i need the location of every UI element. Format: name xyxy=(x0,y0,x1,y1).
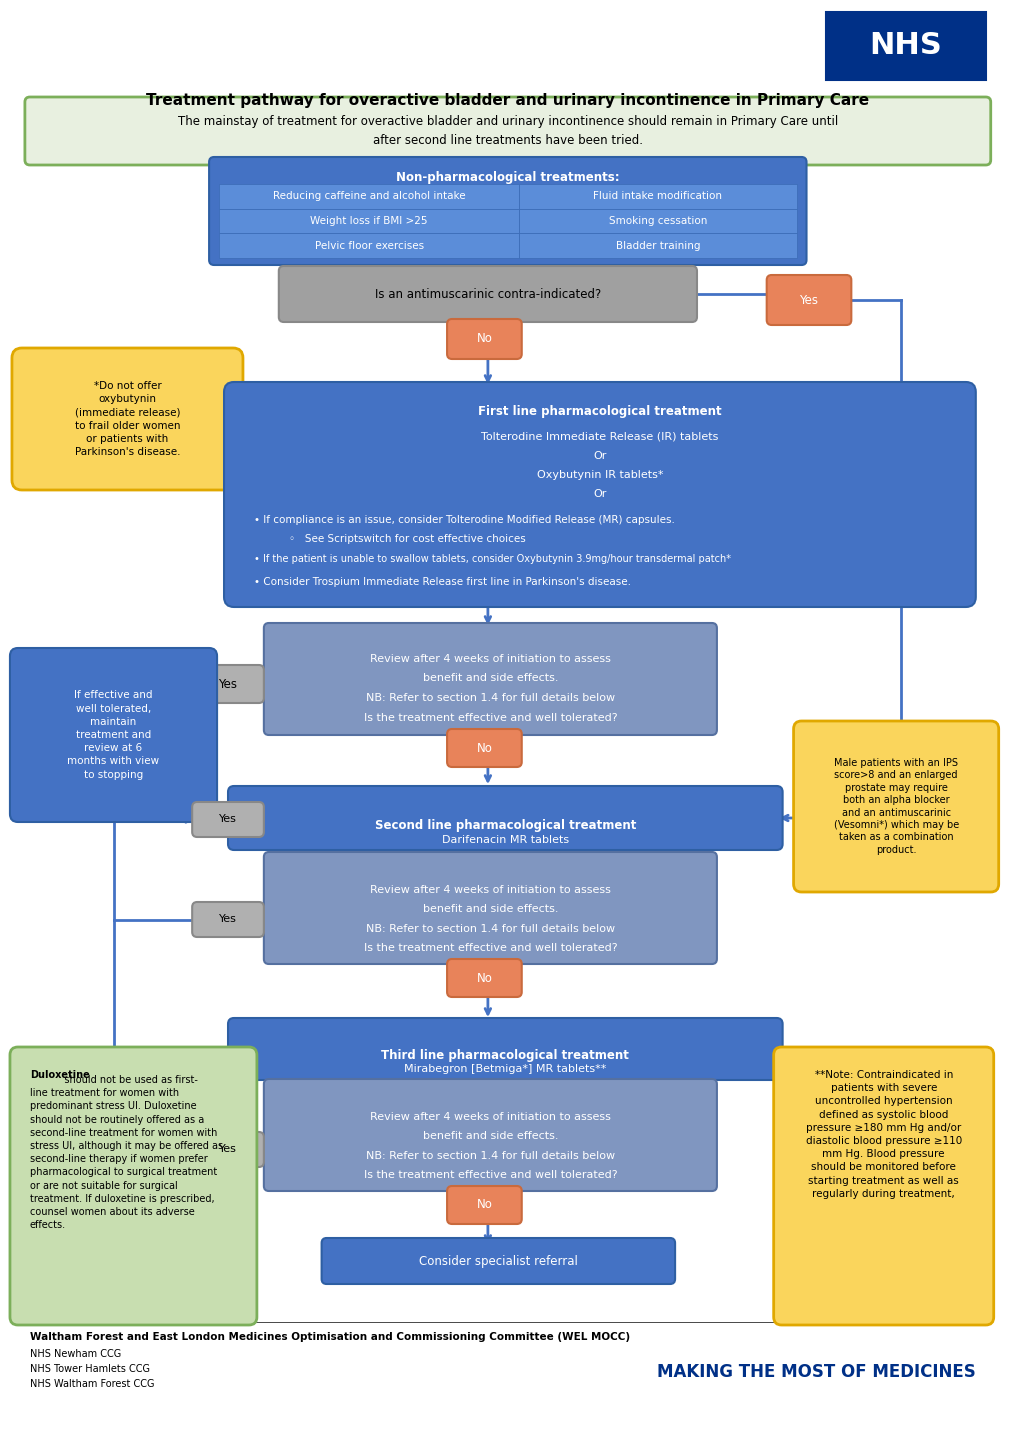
Text: No: No xyxy=(476,333,492,346)
Text: NB: Refer to section 1.4 for full details below: NB: Refer to section 1.4 for full detail… xyxy=(366,694,614,704)
Text: Fluid intake modification: Fluid intake modification xyxy=(593,192,721,202)
FancyBboxPatch shape xyxy=(321,1239,675,1283)
FancyBboxPatch shape xyxy=(209,157,806,265)
Text: Treatment pathway for overactive bladder and urinary incontinence in Primary Car: Treatment pathway for overactive bladder… xyxy=(146,92,868,108)
Text: Yes: Yes xyxy=(219,815,236,825)
Text: NHS Tower Hamlets CCG: NHS Tower Hamlets CCG xyxy=(30,1364,150,1374)
Text: Smoking cessation: Smoking cessation xyxy=(608,216,706,226)
Text: No: No xyxy=(476,741,492,754)
Text: ◦   See Scriptswitch for cost effective choices: ◦ See Scriptswitch for cost effective ch… xyxy=(288,534,525,544)
FancyBboxPatch shape xyxy=(219,185,519,209)
FancyBboxPatch shape xyxy=(228,1018,782,1080)
FancyBboxPatch shape xyxy=(219,209,519,234)
Text: No: No xyxy=(476,972,492,985)
FancyBboxPatch shape xyxy=(766,275,851,324)
FancyBboxPatch shape xyxy=(446,959,522,996)
FancyBboxPatch shape xyxy=(278,265,696,322)
FancyBboxPatch shape xyxy=(24,97,989,164)
FancyBboxPatch shape xyxy=(519,234,796,258)
FancyBboxPatch shape xyxy=(264,623,716,735)
Text: Bladder training: Bladder training xyxy=(615,241,699,251)
Text: Waltham Forest and East London Medicines Optimisation and Commissioning Committe: Waltham Forest and East London Medicines… xyxy=(30,1332,630,1343)
Text: Yes: Yes xyxy=(219,914,236,924)
FancyBboxPatch shape xyxy=(192,802,264,836)
FancyBboxPatch shape xyxy=(219,234,519,258)
Text: Oxybutynin IR tablets*: Oxybutynin IR tablets* xyxy=(536,470,662,480)
Text: Or: Or xyxy=(593,451,606,461)
Text: Third line pharmacological treatment: Third line pharmacological treatment xyxy=(381,1050,629,1063)
Text: • If compliance is an issue, consider Tolterodine Modified Release (MR) capsules: • If compliance is an issue, consider To… xyxy=(254,515,675,525)
Text: Second line pharmacological treatment: Second line pharmacological treatment xyxy=(374,819,636,832)
Text: Or: Or xyxy=(593,489,606,499)
FancyBboxPatch shape xyxy=(264,1079,716,1191)
Text: The mainstay of treatment for overactive bladder and urinary incontinence should: The mainstay of treatment for overactive… xyxy=(177,115,838,147)
Text: If effective and
well tolerated,
maintain
treatment and
review at 6
months with : If effective and well tolerated, maintai… xyxy=(67,691,159,780)
Text: Darifenacin MR tablets: Darifenacin MR tablets xyxy=(441,835,569,845)
Text: **Note: Contraindicated in
patients with severe
uncontrolled hypertension
define: **Note: Contraindicated in patients with… xyxy=(805,1070,961,1198)
Text: Review after 4 weeks of initiation to assess: Review after 4 weeks of initiation to as… xyxy=(370,1112,610,1122)
Text: should not be used as first-
line treatment for women with
predominant stress UI: should not be used as first- line treatm… xyxy=(30,1074,223,1230)
Text: Review after 4 weeks of initiation to assess: Review after 4 weeks of initiation to as… xyxy=(370,655,610,663)
Text: Mirabegron [Betmiga*] MR tablets**: Mirabegron [Betmiga*] MR tablets** xyxy=(404,1064,606,1074)
FancyBboxPatch shape xyxy=(772,1047,993,1325)
FancyBboxPatch shape xyxy=(224,382,975,607)
Text: Is the treatment effective and well tolerated?: Is the treatment effective and well tole… xyxy=(363,1169,616,1180)
FancyBboxPatch shape xyxy=(192,903,264,937)
Text: • If the patient is unable to swallow tablets, consider Oxybutynin 3.9mg/hour tr: • If the patient is unable to swallow ta… xyxy=(254,554,731,564)
Text: NB: Refer to section 1.4 for full details below: NB: Refer to section 1.4 for full detail… xyxy=(366,1151,614,1161)
Text: Yes: Yes xyxy=(219,1145,236,1155)
Text: NHS Waltham Forest CCG: NHS Waltham Forest CCG xyxy=(30,1379,154,1389)
FancyBboxPatch shape xyxy=(10,1047,257,1325)
Text: Non-pharmacological treatments:: Non-pharmacological treatments: xyxy=(395,170,619,183)
Text: Is the treatment effective and well tolerated?: Is the treatment effective and well tole… xyxy=(363,943,616,953)
Text: Yes: Yes xyxy=(799,294,817,307)
FancyBboxPatch shape xyxy=(825,12,984,79)
Text: benefit and side effects.: benefit and side effects. xyxy=(422,673,557,684)
Text: Is an antimuscarinic contra-indicated?: Is an antimuscarinic contra-indicated? xyxy=(374,287,600,300)
Text: Is the treatment effective and well tolerated?: Is the treatment effective and well tole… xyxy=(363,712,616,722)
FancyBboxPatch shape xyxy=(192,665,264,704)
Text: Pelvic floor exercises: Pelvic floor exercises xyxy=(314,241,423,251)
Text: Male patients with an IPS
score>8 and an enlarged
prostate may require
both an a: Male patients with an IPS score>8 and an… xyxy=(833,758,958,855)
FancyBboxPatch shape xyxy=(10,647,217,822)
Text: • Consider Trospium Immediate Release first line in Parkinson's disease.: • Consider Trospium Immediate Release fi… xyxy=(254,577,631,587)
Text: First line pharmacological treatment: First line pharmacological treatment xyxy=(478,405,721,418)
FancyBboxPatch shape xyxy=(793,721,998,893)
Text: No: No xyxy=(476,1198,492,1211)
Text: Review after 4 weeks of initiation to assess: Review after 4 weeks of initiation to as… xyxy=(370,885,610,895)
FancyBboxPatch shape xyxy=(228,786,782,849)
FancyBboxPatch shape xyxy=(446,730,522,767)
Text: Yes: Yes xyxy=(218,678,237,691)
Text: NHS: NHS xyxy=(869,32,942,61)
Text: NB: Refer to section 1.4 for full details below: NB: Refer to section 1.4 for full detail… xyxy=(366,924,614,934)
Text: Tolterodine Immediate Release (IR) tablets: Tolterodine Immediate Release (IR) table… xyxy=(481,433,718,443)
FancyBboxPatch shape xyxy=(12,348,243,490)
FancyBboxPatch shape xyxy=(192,1132,264,1167)
FancyBboxPatch shape xyxy=(519,185,796,209)
Text: benefit and side effects.: benefit and side effects. xyxy=(422,904,557,914)
Text: NHS Newham CCG: NHS Newham CCG xyxy=(30,1350,121,1358)
Text: Weight loss if BMI >25: Weight loss if BMI >25 xyxy=(310,216,428,226)
FancyBboxPatch shape xyxy=(446,319,522,359)
Text: *Do not offer
oxybutynin
(immediate release)
to frail older women
or patients wi: *Do not offer oxybutynin (immediate rele… xyxy=(74,381,180,457)
Text: Duloxetine: Duloxetine xyxy=(30,1070,90,1080)
FancyBboxPatch shape xyxy=(264,852,716,965)
Text: benefit and side effects.: benefit and side effects. xyxy=(422,1131,557,1141)
FancyBboxPatch shape xyxy=(519,209,796,234)
Text: Reducing caffeine and alcohol intake: Reducing caffeine and alcohol intake xyxy=(273,192,465,202)
Text: MAKING THE MOST OF MEDICINES: MAKING THE MOST OF MEDICINES xyxy=(656,1363,975,1381)
FancyBboxPatch shape xyxy=(446,1185,522,1224)
Text: Consider specialist referral: Consider specialist referral xyxy=(419,1255,577,1268)
